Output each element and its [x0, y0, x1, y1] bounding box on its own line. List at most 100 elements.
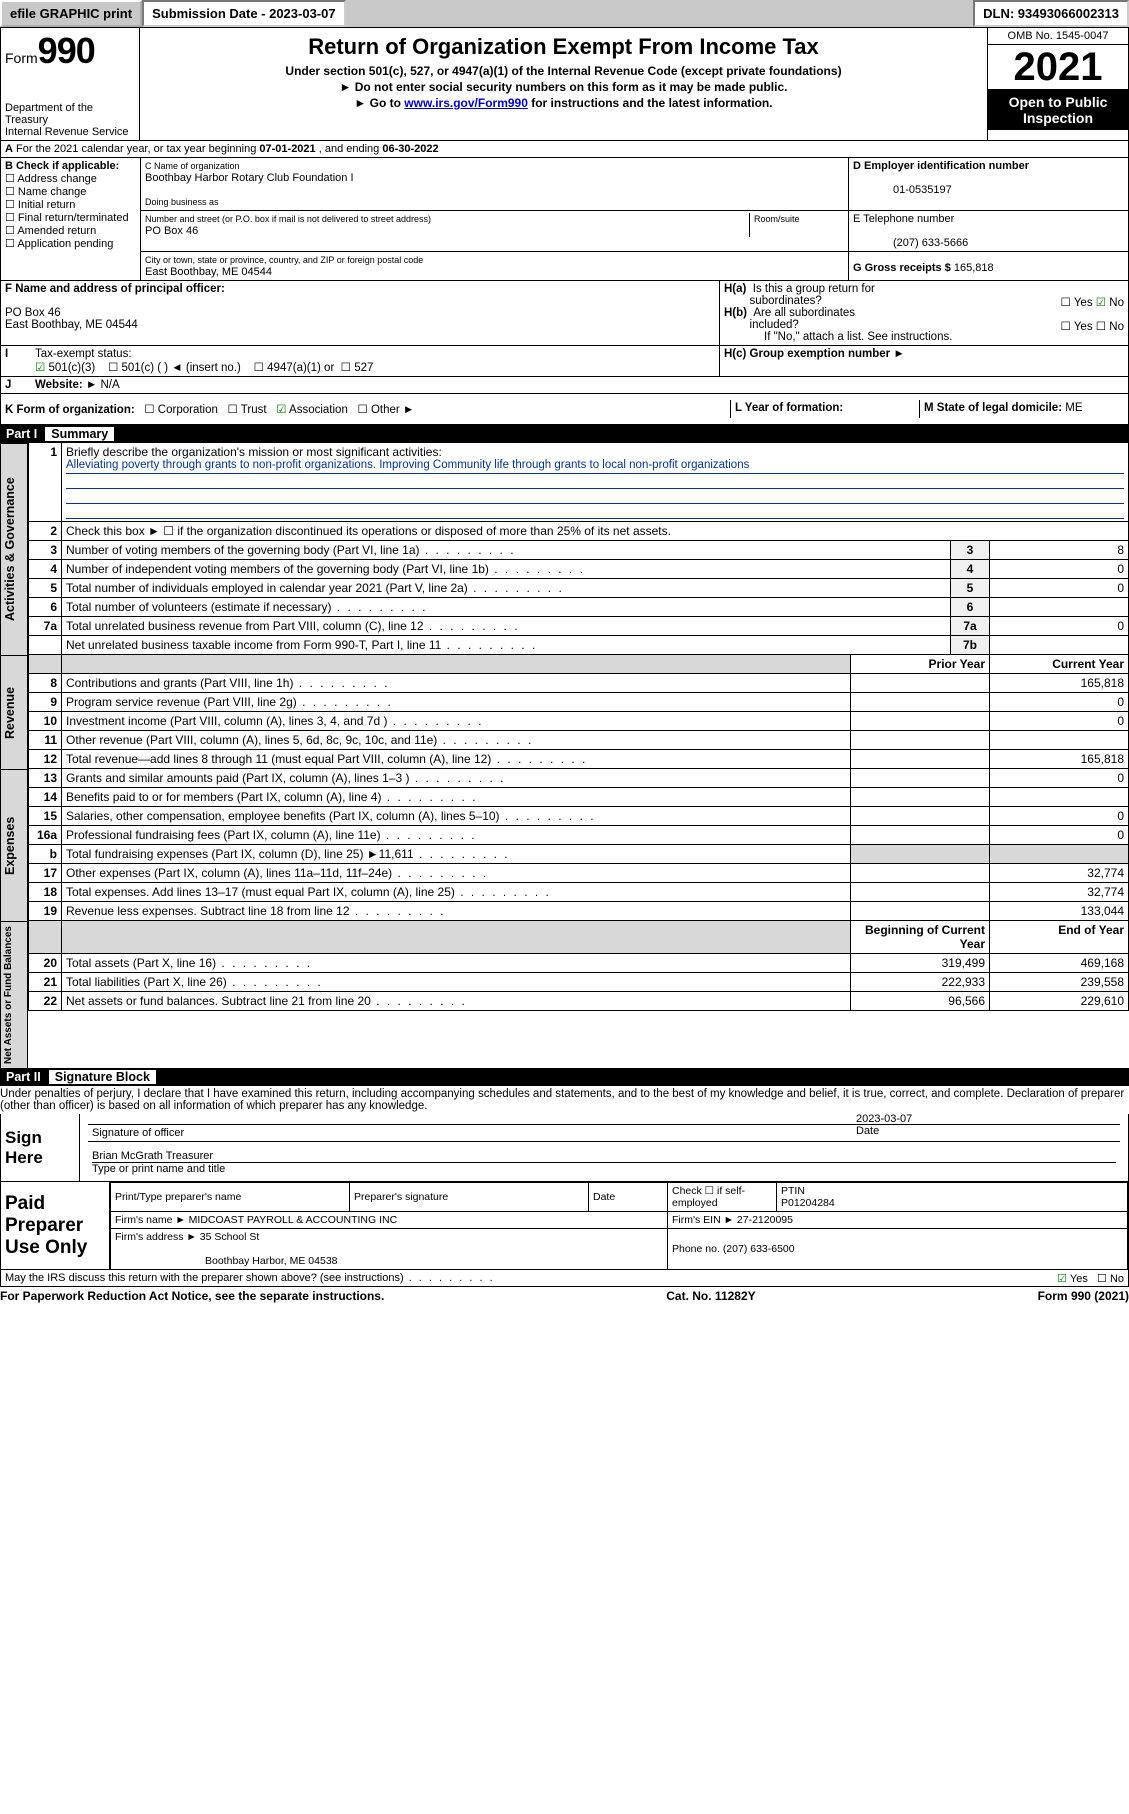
vtab-net-assets: Net Assets or Fund Balances [0, 921, 28, 1068]
line-a-tax-year: I A For the 2021 calendar year, or tax y… [0, 141, 1129, 158]
chk-application-pending[interactable]: Application pending [5, 238, 113, 250]
chk-final-return[interactable]: Final return/terminated [5, 212, 129, 224]
block-f-label: F Name and address of principal officer: [5, 283, 225, 295]
discuss-yes[interactable]: Yes [1057, 1273, 1088, 1285]
form-label: Form [5, 50, 38, 66]
firm-ein: 27-2120095 [737, 1214, 793, 1226]
h-a: H(a) Is this a group return for subordin… [724, 283, 1124, 307]
tax-exempt-status: Tax-exempt status: 501(c)(3) 501(c) ( ) … [31, 346, 719, 376]
block-k: K Form of organization: Corporation Trus… [1, 400, 730, 418]
hb-no[interactable]: No [1096, 321, 1124, 333]
chk-amended-return[interactable]: Amended return [5, 225, 96, 237]
entity-info-grid: B Check if applicable: Address change Na… [0, 158, 1129, 281]
sig-name: Brian McGrath Treasurer [92, 1150, 1116, 1163]
table-row: 22 Net assets or fund balances. Subtract… [29, 992, 1129, 1011]
tax-year-begin: 07-01-2021 [259, 143, 315, 155]
paid-preparer-block: Paid Preparer Use Only Print/Type prepar… [0, 1182, 1129, 1270]
sig-officer-label: Signature of officer [92, 1127, 184, 1139]
form-number: Form990 [5, 30, 135, 72]
chk-trust[interactable]: Trust [227, 404, 266, 416]
firm-name-label: Firm's name ► [115, 1214, 186, 1226]
vtab-expenses: Expenses [0, 769, 28, 921]
page-footer: For Paperwork Reduction Act Notice, see … [0, 1287, 1129, 1305]
chk-527[interactable]: 527 [341, 362, 374, 374]
firm-ein-label: Firm's EIN ► [672, 1214, 734, 1226]
chk-address-change[interactable]: Address change [5, 173, 97, 185]
form-title: Return of Organization Exempt From Incom… [148, 34, 979, 60]
chk-501c[interactable]: 501(c) ( ) ◄ (insert no.) [108, 362, 241, 374]
section-net-assets: Net Assets or Fund Balances Beginning of… [0, 921, 1129, 1068]
irs-link[interactable]: www.irs.gov/Form990 [404, 96, 528, 110]
sig-date: 2023-03-07 [856, 1113, 1116, 1125]
block-c-address: Number and street (or P.O. box if mail i… [141, 211, 848, 252]
table-row: 8 Contributions and grants (Part VIII, l… [29, 674, 1129, 693]
phone-value: (207) 633-5666 [853, 237, 968, 249]
h-c: H(c) Group exemption number ► [719, 346, 1128, 376]
footer-right: Form 990 (2021) [1038, 1289, 1129, 1303]
chk-other[interactable]: Other ► [357, 404, 414, 416]
vtab-governance: Activities & Governance [0, 443, 28, 655]
sign-here-label: Sign Here [1, 1114, 80, 1181]
table-row: 19 Revenue less expenses. Subtract line … [29, 902, 1129, 921]
discuss-no[interactable]: No [1097, 1273, 1124, 1285]
table-row: 7a Total unrelated business revenue from… [29, 617, 1129, 636]
part-ii-header: Part II Signature Block [0, 1068, 1129, 1086]
prep-sig-hdr: Preparer's signature [350, 1183, 589, 1212]
footer-cat: Cat. No. 11282Y [666, 1289, 755, 1303]
chk-501c3[interactable]: 501(c)(3) [35, 362, 95, 374]
table-row: 15 Salaries, other compensation, employe… [29, 807, 1129, 826]
table-row: 11 Other revenue (Part VIII, column (A),… [29, 731, 1129, 750]
table-row: 12 Total revenue—add lines 8 through 11 … [29, 750, 1129, 769]
perjury-statement: Under penalties of perjury, I declare th… [0, 1086, 1129, 1114]
ha-yes[interactable]: Yes [1061, 297, 1093, 309]
ptin-value: P01204284 [781, 1197, 835, 1209]
website-value: N/A [101, 379, 120, 391]
block-c-name: C Name of organization Boothbay Harbor R… [141, 158, 848, 211]
table-row: Net unrelated business taxable income fr… [29, 636, 1129, 655]
section-revenue: Revenue Prior Year Current Year 8 Contri… [0, 655, 1129, 769]
submission-date: Submission Date - 2023-03-07 [142, 0, 346, 27]
hdr-prior-year: Prior Year [851, 655, 990, 674]
prep-self-emp[interactable]: Check ☐ if self-employed [668, 1183, 777, 1212]
block-f-h: F Name and address of principal officer:… [0, 281, 1129, 346]
block-d-ein: D Employer identification number 01-0535… [848, 158, 1128, 211]
firm-addr-label: Firm's address ► [115, 1231, 197, 1243]
table-row: b Total fundraising expenses (Part IX, c… [29, 845, 1129, 864]
chk-4947[interactable]: 4947(a)(1) or [254, 362, 335, 374]
form-subtitle-3: ► Go to www.irs.gov/Form990 for instruct… [148, 96, 979, 110]
efile-print-button[interactable]: efile GRAPHIC print [0, 0, 142, 27]
paid-preparer-label: Paid Preparer Use Only [1, 1182, 110, 1269]
chk-name-change[interactable]: Name change [5, 186, 86, 198]
part-i-header: Part I Summary [0, 425, 1129, 443]
irs-discuss: May the IRS discuss this return with the… [0, 1270, 1129, 1287]
sig-date-label: Date [856, 1125, 879, 1137]
table-row: 9 Program service revenue (Part VIII, li… [29, 693, 1129, 712]
hdr-end-year: End of Year [990, 921, 1129, 954]
table-row: 5 Total number of individuals employed i… [29, 579, 1129, 598]
section-governance: Activities & Governance 1 Briefly descri… [0, 443, 1129, 655]
chk-assoc[interactable]: Association [276, 404, 348, 416]
hb-yes[interactable]: Yes [1061, 321, 1093, 333]
block-c-city: City or town, state or province, country… [141, 252, 848, 280]
table-row: 10 Investment income (Part VIII, column … [29, 712, 1129, 731]
block-e-phone: E Telephone number (207) 633-5666 [848, 211, 1128, 252]
hdr-begin-year: Beginning of Current Year [851, 921, 990, 954]
tax-year: 2021 [988, 45, 1128, 90]
website-field: Website: ► N/A [31, 377, 1128, 393]
prep-phone: (207) 633-6500 [723, 1243, 795, 1255]
ptin-label: PTIN [781, 1185, 805, 1197]
table-row: 20 Total assets (Part X, line 16) 319,49… [29, 954, 1129, 973]
ha-no[interactable]: No [1096, 297, 1124, 309]
vtab-revenue: Revenue [0, 655, 28, 769]
table-row: 14 Benefits paid to or for members (Part… [29, 788, 1129, 807]
firm-addr1: 35 School St [200, 1231, 260, 1243]
table-row: 6 Total number of volunteers (estimate i… [29, 598, 1129, 617]
hdr-current-year: Current Year [990, 655, 1129, 674]
chk-corp[interactable]: Corporation [144, 404, 218, 416]
table-row: 17 Other expenses (Part IX, column (A), … [29, 864, 1129, 883]
table-row: 3 Number of voting members of the govern… [29, 541, 1129, 560]
table-row: 18 Total expenses. Add lines 13–17 (must… [29, 883, 1129, 902]
sign-here-block: Sign Here Signature of officer 2023-03-0… [0, 1114, 1129, 1182]
table-row: 13 Grants and similar amounts paid (Part… [29, 769, 1129, 788]
chk-initial-return[interactable]: Initial return [5, 199, 75, 211]
